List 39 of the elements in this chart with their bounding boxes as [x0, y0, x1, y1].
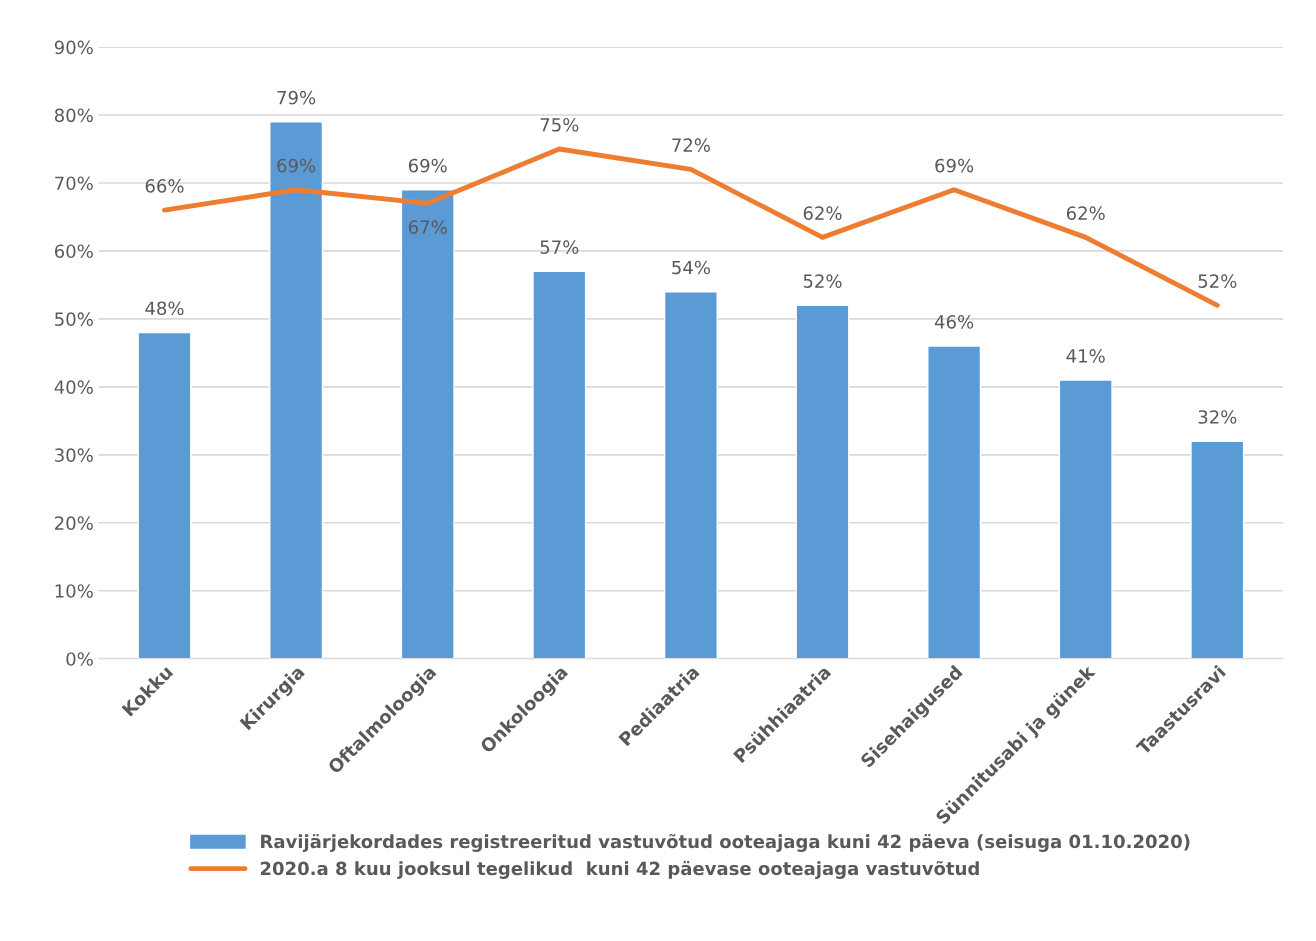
y-tick-label: 90%: [54, 40, 93, 55]
data-label: 62%: [803, 206, 842, 220]
y-tick-label: 30%: [55, 448, 93, 462]
data-label: 57%: [540, 240, 579, 254]
bar: [269, 121, 324, 659]
data-label: 48%: [145, 301, 184, 316]
y-tick-label: 0%: [66, 652, 93, 666]
data-label: 52%: [1198, 274, 1237, 288]
data-label: 41%: [1066, 349, 1105, 363]
data-label: 62%: [1066, 206, 1105, 220]
data-label: 66%: [145, 179, 184, 193]
data-label: 54%: [672, 260, 710, 275]
y-tick-label: 50%: [55, 312, 93, 327]
bar: [1190, 440, 1245, 659]
bar: [1058, 379, 1113, 659]
data-label: 69%: [408, 158, 447, 173]
data-label: 79%: [277, 90, 316, 105]
data-label: 32%: [1198, 410, 1237, 424]
y-tick-label: 80%: [54, 108, 93, 123]
bar: [663, 291, 718, 659]
bar: [400, 189, 455, 659]
bar: [927, 345, 982, 659]
data-label: 67%: [408, 220, 447, 234]
legend-label: 2020.a 8 kuu jooksul tegelikud kuni 42 päevase ooteajaga vastuvõtud: [260, 860, 979, 879]
y-tick-label: 40%: [54, 380, 93, 394]
data-label: 75%: [540, 117, 579, 132]
bar: [137, 331, 192, 659]
y-tick-label: 60%: [54, 244, 93, 259]
data-label: 69%: [277, 158, 316, 173]
y-tick-label: 10%: [55, 584, 93, 598]
data-label: 69%: [935, 158, 974, 173]
legend-label: Ravijärjekordades registreeritud vastuvõtud ooteajaga kuni 42 päeva (seisuga 01.10.2020): [261, 833, 1190, 852]
y-tick-label: 70%: [55, 176, 93, 191]
data-label: 46%: [934, 315, 974, 329]
data-label: 72%: [672, 138, 710, 152]
bar: [795, 304, 850, 659]
y-tick-label: 20%: [55, 516, 93, 530]
data-label: 52%: [803, 274, 842, 288]
bar: [532, 270, 587, 659]
